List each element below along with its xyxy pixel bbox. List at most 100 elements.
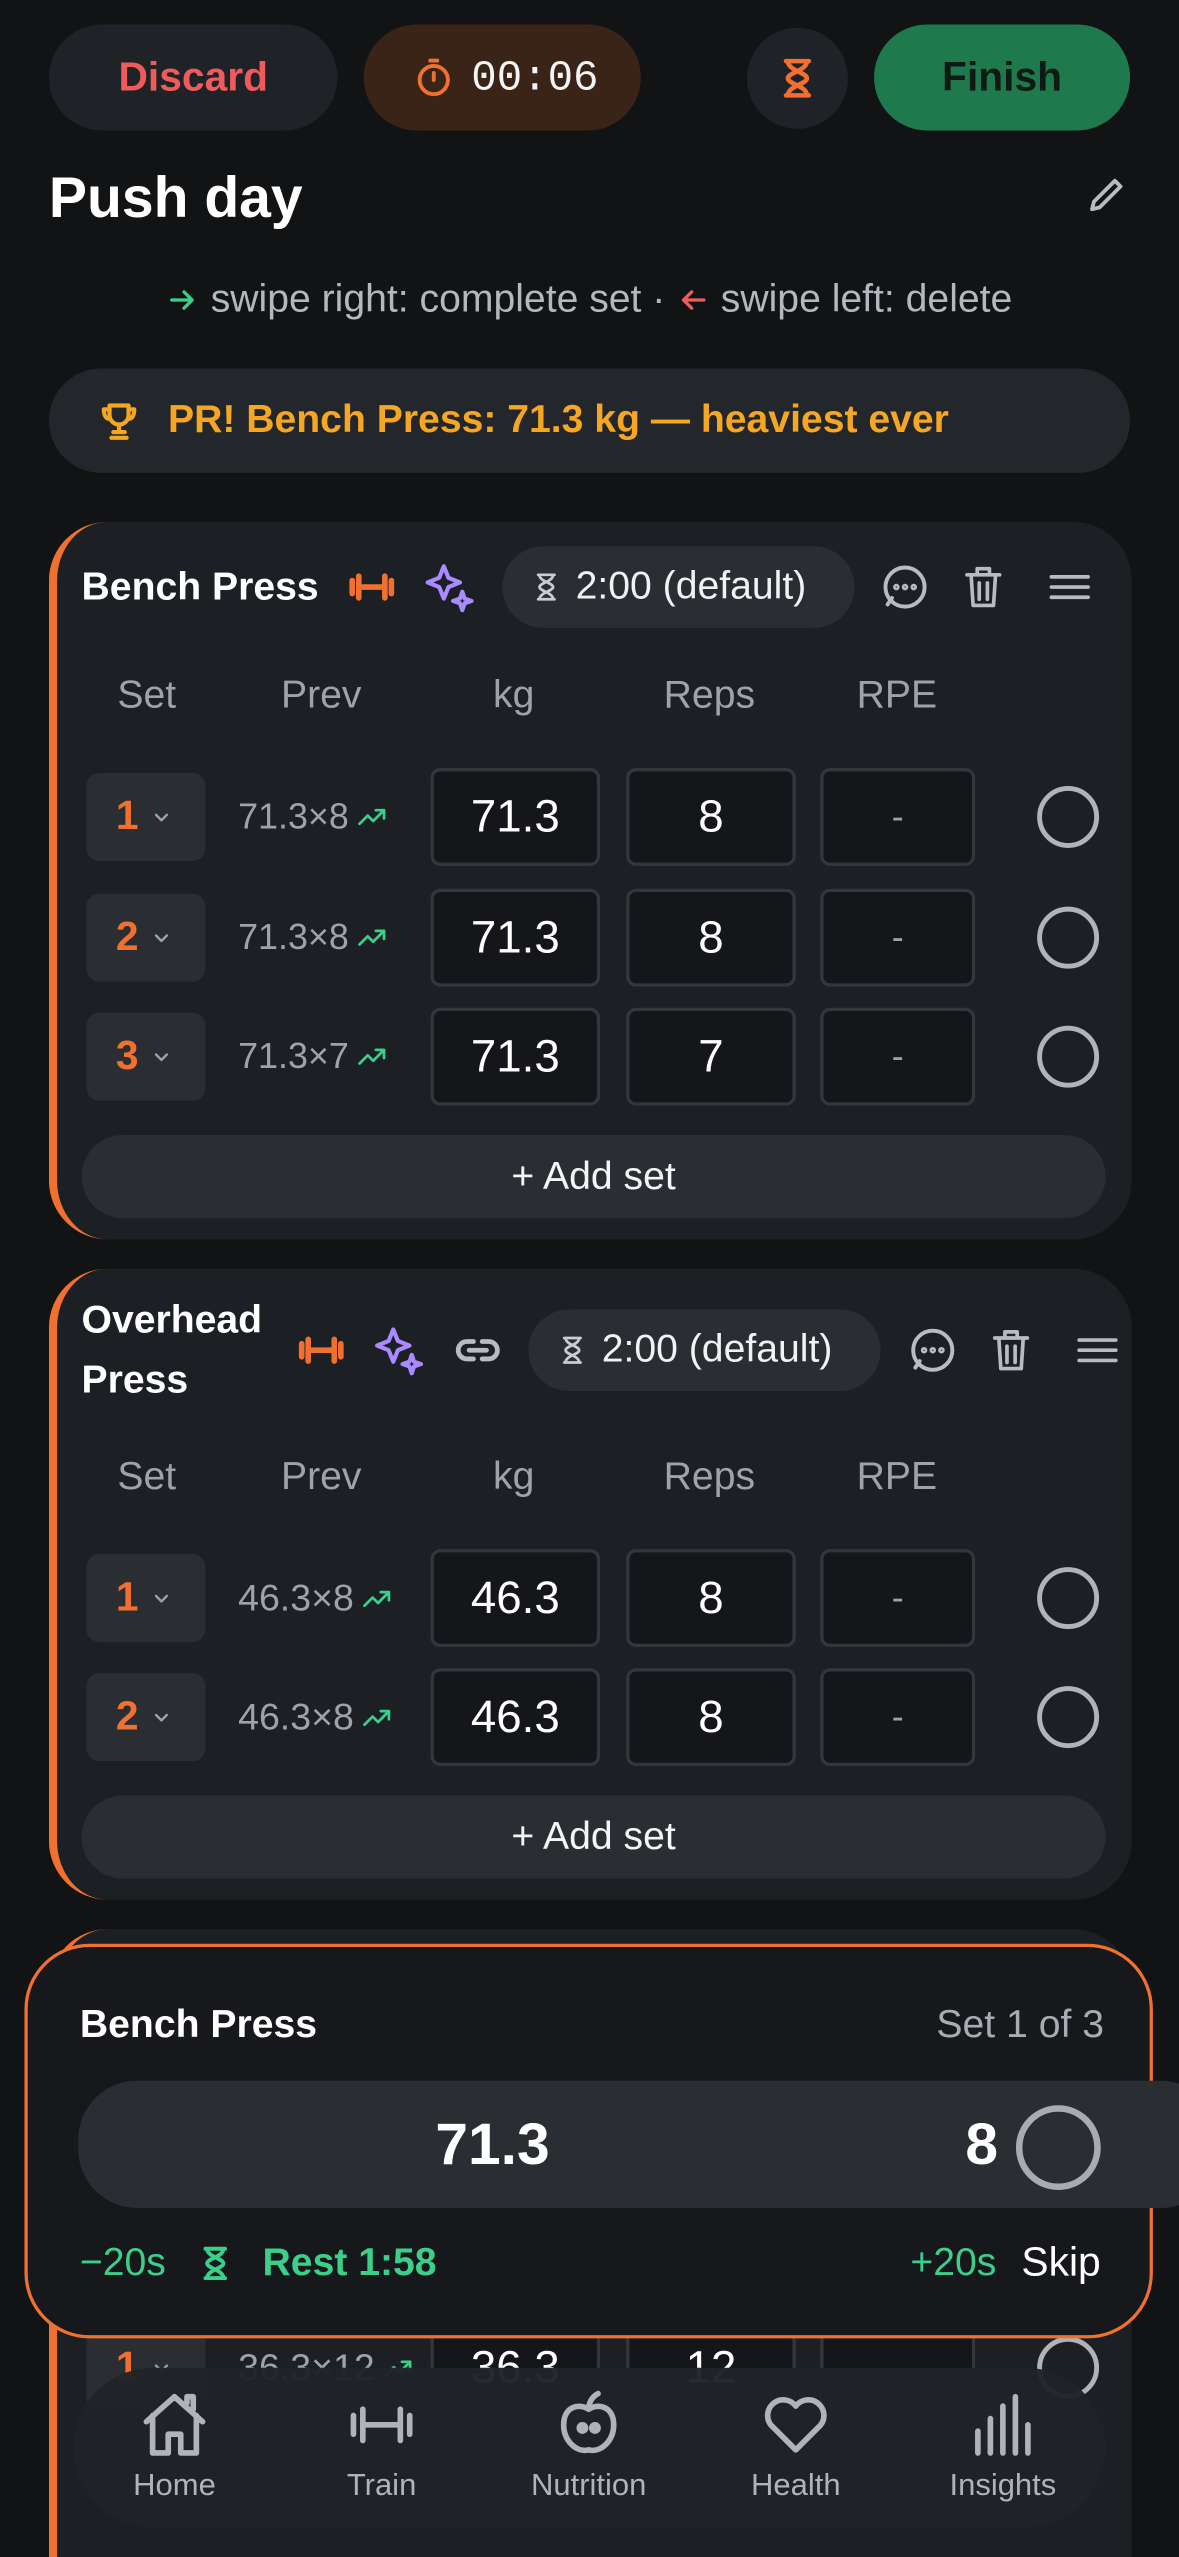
complete-set-toggle[interactable]	[1037, 1567, 1100, 1630]
add-set-button[interactable]: + Add set	[81, 1795, 1106, 1879]
trend-icon	[358, 808, 386, 826]
reps-input[interactable]: 8	[626, 1668, 796, 1767]
rpe-input-value: -	[891, 795, 904, 837]
current-kg: 71.3	[435, 2110, 550, 2177]
reps-input[interactable]: 8	[626, 768, 796, 866]
superset-link-icon	[455, 1339, 500, 1362]
nav-tab[interactable]: Insights	[913, 2368, 1092, 2528]
kg-input-value: 71.3	[470, 1030, 560, 1082]
nav-label: Home	[133, 2468, 216, 2504]
previous-value: 71.3×7	[238, 1035, 349, 1077]
hourglass-icon	[203, 2246, 227, 2281]
rest-timer-button[interactable]	[746, 27, 848, 129]
nav-tab[interactable]: Home	[85, 2368, 264, 2528]
finish-label: Finish	[942, 53, 1063, 100]
hourglass-icon	[562, 1336, 582, 1364]
workout-title: Push day	[48, 166, 303, 230]
rpe-input[interactable]: -	[820, 768, 976, 866]
arrow-left-icon	[681, 290, 706, 310]
kg-input-value: 71.3	[470, 790, 560, 842]
rest-exercise: Bench Press	[79, 2002, 318, 2047]
set-number: 1	[115, 793, 139, 839]
rest-pill[interactable]: 2:00 (default)	[528, 1309, 881, 1391]
column-header: kg	[492, 673, 535, 718]
rpe-input[interactable]: -	[820, 1668, 976, 1767]
nav-icon	[560, 2390, 617, 2454]
column-header: kg	[492, 1454, 535, 1499]
hint-left: swipe left: delete	[720, 277, 1013, 322]
timer-pill[interactable]: 00:06	[363, 24, 641, 131]
rest-pill[interactable]: 2:00 (default)	[502, 546, 855, 628]
reps-input[interactable]: 8	[626, 1549, 796, 1648]
trophy-icon	[101, 403, 137, 440]
chevron-icon	[154, 1053, 169, 1062]
nav-label: Train	[346, 2468, 417, 2504]
nav-tab[interactable]: Train	[292, 2368, 471, 2528]
complete-set-toggle[interactable]	[1037, 1686, 1100, 1749]
reps-input[interactable]: 8	[626, 888, 796, 987]
column-header: Set	[117, 673, 177, 718]
pr-text: PR! Bench Press: 71.3 kg — heaviest ever	[167, 397, 949, 442]
nav-tab[interactable]: Health	[706, 2368, 885, 2528]
nav-icon	[975, 2393, 1031, 2456]
column-header: Reps	[663, 1454, 756, 1499]
complete-set-toggle[interactable]	[1015, 2105, 1101, 2191]
rpe-input[interactable]: -	[820, 888, 976, 987]
previous-value: 46.3×8	[238, 1576, 354, 1619]
nav-label: Nutrition	[530, 2468, 647, 2504]
rpe-input[interactable]: -	[820, 1549, 976, 1648]
discard-button[interactable]: Discard	[48, 24, 338, 131]
nav-icon	[350, 2406, 413, 2444]
reorder-icon	[1049, 575, 1090, 600]
reps-input-value: 8	[698, 1571, 724, 1623]
chevron-icon	[154, 934, 169, 943]
column-header: Prev	[281, 673, 362, 718]
nav-label: Health	[751, 2468, 841, 2504]
trend-icon	[363, 1589, 391, 1607]
nav-tab[interactable]: Nutrition	[499, 2368, 678, 2528]
timer-label: 00:06	[471, 52, 599, 102]
rest-progress: Set 1 of 3	[936, 2002, 1104, 2047]
set-type-button[interactable]: 3	[86, 1012, 206, 1101]
column-header: Set	[117, 1454, 177, 1499]
complete-set-toggle[interactable]	[1037, 785, 1100, 848]
rest-skip[interactable]: Skip	[1021, 2239, 1101, 2286]
finish-button[interactable]: Finish	[874, 24, 1131, 131]
trend-icon	[358, 1048, 386, 1065]
note-icon	[911, 1328, 955, 1372]
set-type-button[interactable]: 2	[86, 893, 206, 982]
reps-input-value: 8	[698, 790, 724, 842]
chevron-icon	[154, 1594, 169, 1603]
hourglass-icon	[536, 573, 556, 601]
kg-input[interactable]: 71.3	[430, 888, 601, 987]
kg-input[interactable]: 46.3	[430, 1668, 601, 1767]
ai-icon	[425, 564, 474, 613]
rpe-input-value: -	[891, 1695, 904, 1737]
swipe-hint: swipe right: complete set · swipe left: d…	[0, 271, 1179, 330]
kg-input[interactable]: 46.3	[430, 1549, 601, 1648]
kg-input[interactable]: 71.3	[430, 1007, 601, 1106]
set-type-button[interactable]: 2	[86, 1673, 206, 1762]
complete-set-toggle[interactable]	[1037, 906, 1100, 969]
bottom-nav: Home Train Nutrition Health Insights	[73, 2367, 1106, 2528]
add-set-button[interactable]: + Add set	[81, 1134, 1106, 1219]
kg-input[interactable]: 71.3	[430, 768, 601, 866]
set-type-button[interactable]: 1	[86, 772, 206, 862]
chevron-icon	[154, 1713, 169, 1722]
set-type-button[interactable]: 1	[86, 1554, 206, 1643]
rpe-input-value: -	[891, 916, 904, 958]
reps-input[interactable]: 7	[626, 1007, 796, 1106]
column-header: RPE	[856, 1454, 938, 1499]
trend-icon	[363, 1708, 391, 1726]
rpe-input[interactable]: -	[820, 1007, 976, 1106]
rest-plus[interactable]: +20s	[910, 2240, 997, 2285]
add-set-label: + Add set	[511, 1814, 676, 1859]
set-number: 2	[115, 914, 139, 960]
set-number: 3	[115, 1033, 139, 1079]
rest-minus[interactable]: −20s	[79, 2240, 166, 2285]
complete-set-toggle[interactable]	[1037, 1025, 1100, 1088]
trend-icon	[358, 929, 386, 946]
delete-icon	[992, 1330, 1030, 1371]
equipment-icon	[349, 573, 395, 601]
